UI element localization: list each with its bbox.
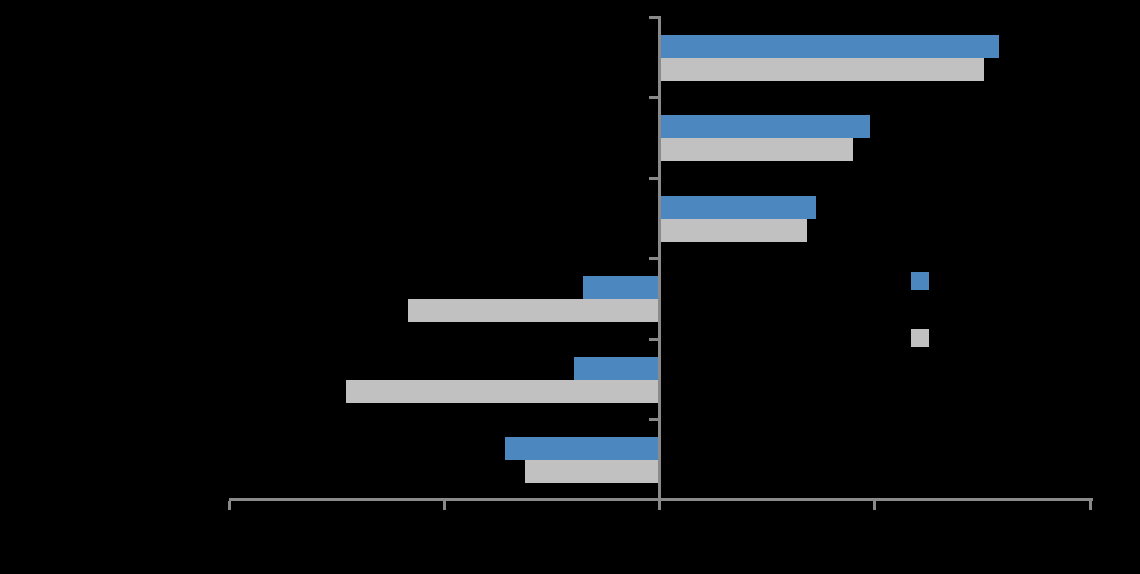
- category-axis-tick-4: [649, 257, 658, 261]
- bar-blue-category-6: [505, 437, 658, 460]
- bar-gray-category-3: [661, 218, 808, 242]
- legend-swatch-blue: [911, 272, 929, 290]
- bar-blue-category-1: [661, 35, 999, 58]
- category-axis-tick-6: [649, 418, 658, 421]
- category-axis-tick-3: [649, 176, 658, 180]
- bar-gray-category-1: [661, 58, 984, 81]
- bar-gray-category-6: [524, 460, 658, 483]
- bar-blue-category-5: [574, 356, 658, 380]
- bar-gray-category-5: [345, 379, 658, 403]
- value-axis-tick-4: [873, 501, 877, 510]
- value-axis-line: [229, 498, 1093, 501]
- value-axis-tick-1: [227, 501, 231, 510]
- legend-swatch-gray: [911, 329, 929, 347]
- category-axis-tick-2: [649, 96, 658, 100]
- value-axis-tick-2: [442, 501, 446, 510]
- value-axis-tick-3: [658, 501, 661, 510]
- category-axis-tick-5: [649, 337, 658, 341]
- bar-blue-category-4: [582, 276, 658, 300]
- category-axis-line: [658, 16, 661, 510]
- bar-gray-category-4: [408, 299, 658, 323]
- value-axis-tick-5: [1088, 501, 1092, 510]
- bar-blue-category-3: [661, 195, 816, 219]
- bar-gray-category-2: [661, 138, 853, 162]
- category-axis-tick-1: [649, 16, 658, 19]
- bar-blue-category-2: [661, 115, 870, 139]
